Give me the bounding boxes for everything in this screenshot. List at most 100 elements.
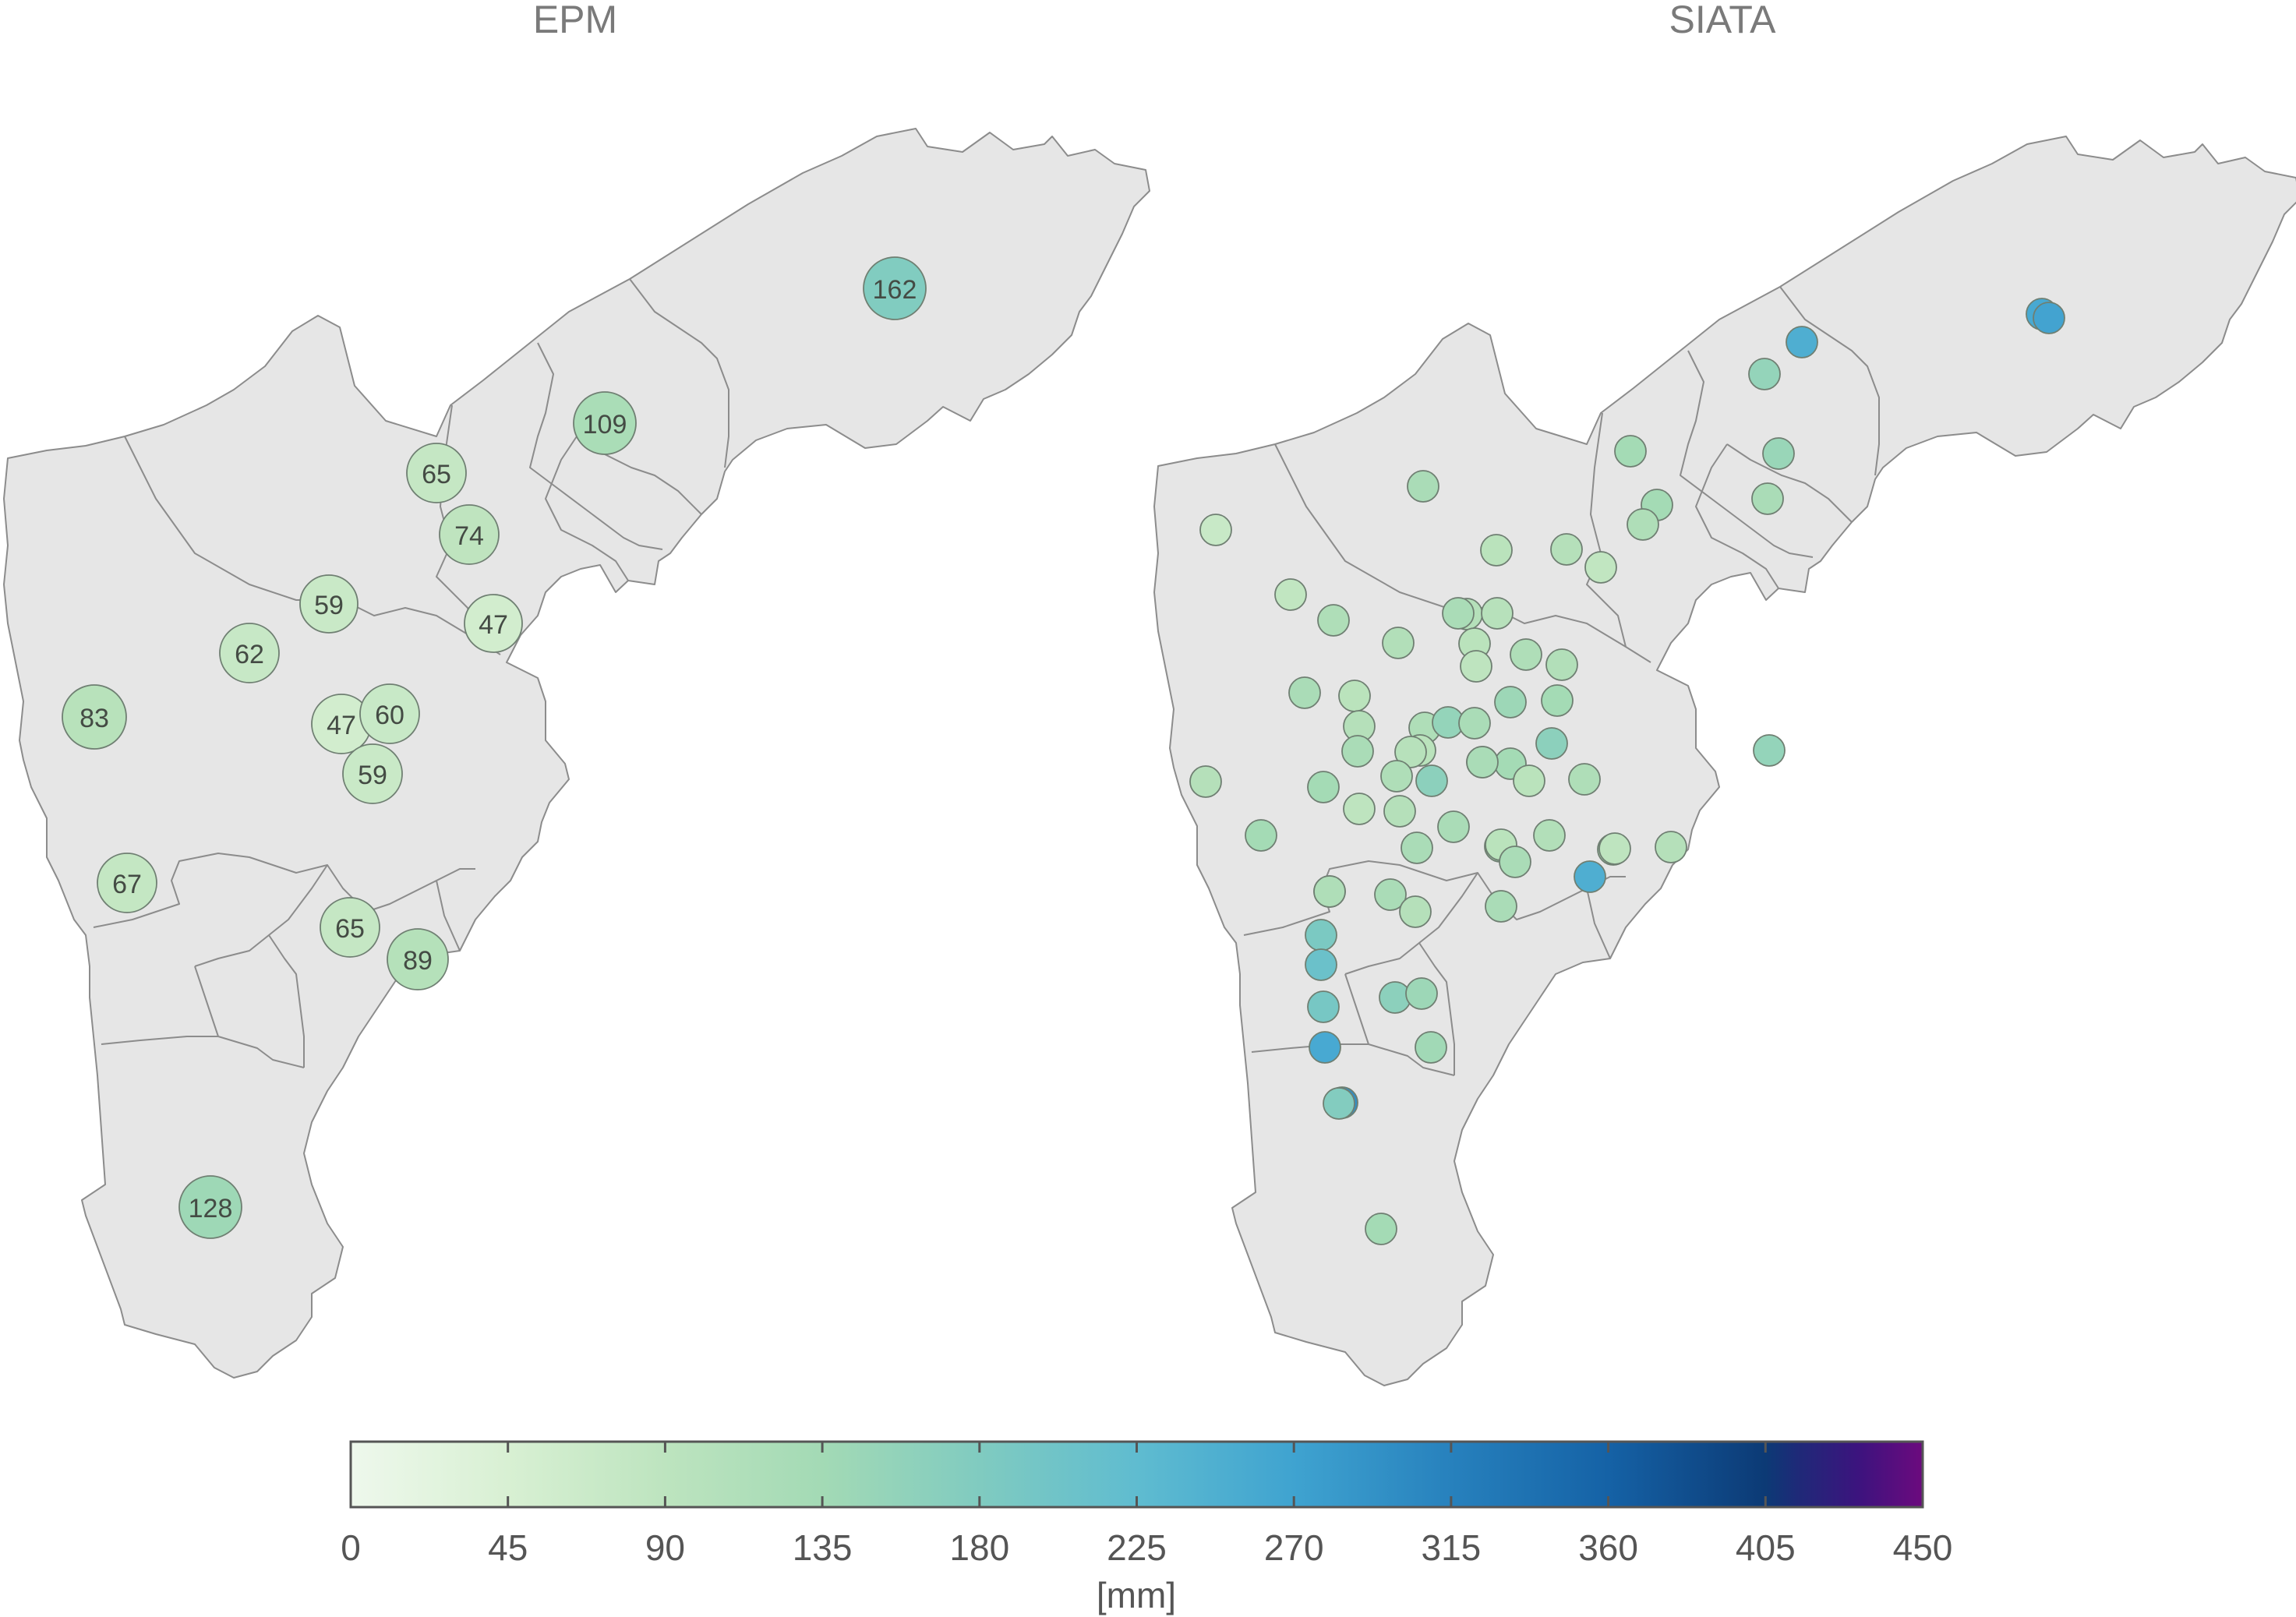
colorbar-tick-label: 0 (341, 1527, 361, 1568)
epm-station-marker (387, 928, 449, 990)
epm-station-marker (219, 623, 280, 683)
siata-station-marker (1405, 977, 1438, 1010)
epm-station-marker (439, 504, 500, 565)
subdivision-line (101, 1036, 218, 1045)
colorbar-tick-label: 405 (1736, 1527, 1796, 1568)
subdivision-line (268, 934, 305, 1068)
colorbar-tick-label: 360 (1578, 1527, 1638, 1568)
siata-station-marker (1480, 534, 1513, 567)
panel-title-epm: EPM (533, 0, 617, 41)
epm-station-label: 59 (358, 761, 387, 790)
siata-station-marker (1305, 919, 1337, 951)
siata-station-marker (1437, 810, 1470, 843)
siata-station-marker (1458, 707, 1491, 740)
subdivision-line (1726, 443, 1853, 523)
siata-station-marker (1382, 627, 1415, 659)
epm-station-marker (342, 743, 403, 804)
siata-station-marker (1494, 686, 1527, 718)
subdivision-line (1586, 888, 1611, 959)
siata-station-marker (1545, 648, 1578, 681)
epm-station-marker (406, 443, 467, 503)
epm-station-label: 109 (583, 410, 627, 440)
siata-station-marker (1317, 604, 1350, 637)
siata-station-marker (1568, 763, 1601, 796)
siata-station-marker (1313, 875, 1346, 908)
subdivision-line (1695, 443, 1779, 589)
subdivision-line (93, 853, 475, 928)
subdivision-line (529, 342, 663, 550)
colorbar-unit-label: [mm] (1097, 1575, 1176, 1615)
siata-station-marker (1584, 551, 1617, 584)
siata-station-marker (1627, 508, 1659, 541)
siata-station-marker (1481, 597, 1514, 630)
siata-station-marker (1598, 832, 1631, 865)
siata-station-marker (1383, 795, 1416, 828)
epm-station-marker (863, 256, 927, 320)
region-outline (3, 128, 1150, 1379)
subdivision-line (545, 436, 629, 581)
epm-station-label: 74 (454, 521, 484, 551)
colorbar-tick-label: 90 (645, 1527, 685, 1568)
colorbar-ticks: 0 45 90 135 180 225 270 315 360 405 450 (341, 1442, 1952, 1568)
siata-station-marker (1307, 990, 1340, 1023)
epm-station-label: 162 (873, 275, 917, 305)
siata-station-marker (1341, 735, 1374, 768)
siata-station-marker (1485, 890, 1517, 923)
epm-station-marker (464, 594, 523, 653)
map-epm (3, 128, 1150, 1379)
region-outline (1153, 136, 2296, 1386)
siata-station-marker (1655, 831, 1687, 863)
siata-station-marker (1343, 793, 1376, 825)
siata-station-marker (1541, 684, 1574, 717)
epm-station-label: 59 (314, 591, 344, 620)
siata-station-marker (1535, 727, 1568, 760)
epm-station-label: 89 (403, 946, 433, 976)
epm-station-marker (359, 683, 420, 744)
siata-station-marker (1415, 1031, 1447, 1064)
siata-station-marker (1245, 819, 1277, 852)
epm-station-label: 47 (327, 711, 356, 740)
colorbar-tick-label: 135 (793, 1527, 853, 1568)
siata-station-marker (1401, 831, 1433, 864)
siata-station-marker (1574, 860, 1606, 893)
siata-station-marker (2033, 302, 2065, 334)
epm-station-label: 62 (235, 640, 264, 669)
siata-station-marker (1415, 764, 1448, 797)
siata-station-marker (1442, 597, 1475, 630)
panel-title-siata: SIATA (1669, 0, 1776, 41)
siata-stations (1189, 298, 2065, 1245)
epm-station-marker (299, 574, 359, 634)
siata-station-marker (1309, 1031, 1341, 1064)
colorbar-tick-label: 225 (1107, 1527, 1167, 1568)
siata-station-marker (1199, 514, 1232, 546)
epm-station-label: 47 (479, 610, 508, 640)
colorbar-tick-label: 315 (1422, 1527, 1482, 1568)
siata-station-marker (1307, 771, 1340, 803)
siata-station-marker (1550, 533, 1583, 566)
siata-station-marker (1288, 676, 1321, 709)
epm-station-marker (320, 897, 380, 958)
epm-station-label: 65 (422, 460, 451, 489)
siata-station-marker (1189, 765, 1222, 798)
subdivision-line (1779, 286, 1880, 476)
colorbar: 0 45 90 135 180 225 270 315 360 405 450 [mm] (341, 1440, 1952, 1615)
epm-station-label: 128 (189, 1194, 233, 1223)
siata-station-marker (1614, 435, 1647, 468)
siata-station-marker (1338, 680, 1371, 712)
siata-station-marker (1365, 1213, 1397, 1245)
subdivision-line (1418, 942, 1455, 1075)
siata-station-marker (1786, 326, 1818, 358)
colorbar-tick-label: 270 (1264, 1527, 1324, 1568)
subdivision-line (1680, 350, 1814, 558)
siata-station-marker (1533, 819, 1566, 852)
epm-station-label: 65 (335, 914, 365, 944)
siata-station-marker (1513, 764, 1545, 797)
siata-station-marker (1466, 746, 1499, 778)
subdivision-line (629, 278, 729, 468)
epm-station-marker (573, 391, 637, 455)
siata-station-marker (1394, 736, 1427, 768)
siata-station-marker (1499, 846, 1531, 878)
siata-station-marker (1751, 482, 1784, 515)
